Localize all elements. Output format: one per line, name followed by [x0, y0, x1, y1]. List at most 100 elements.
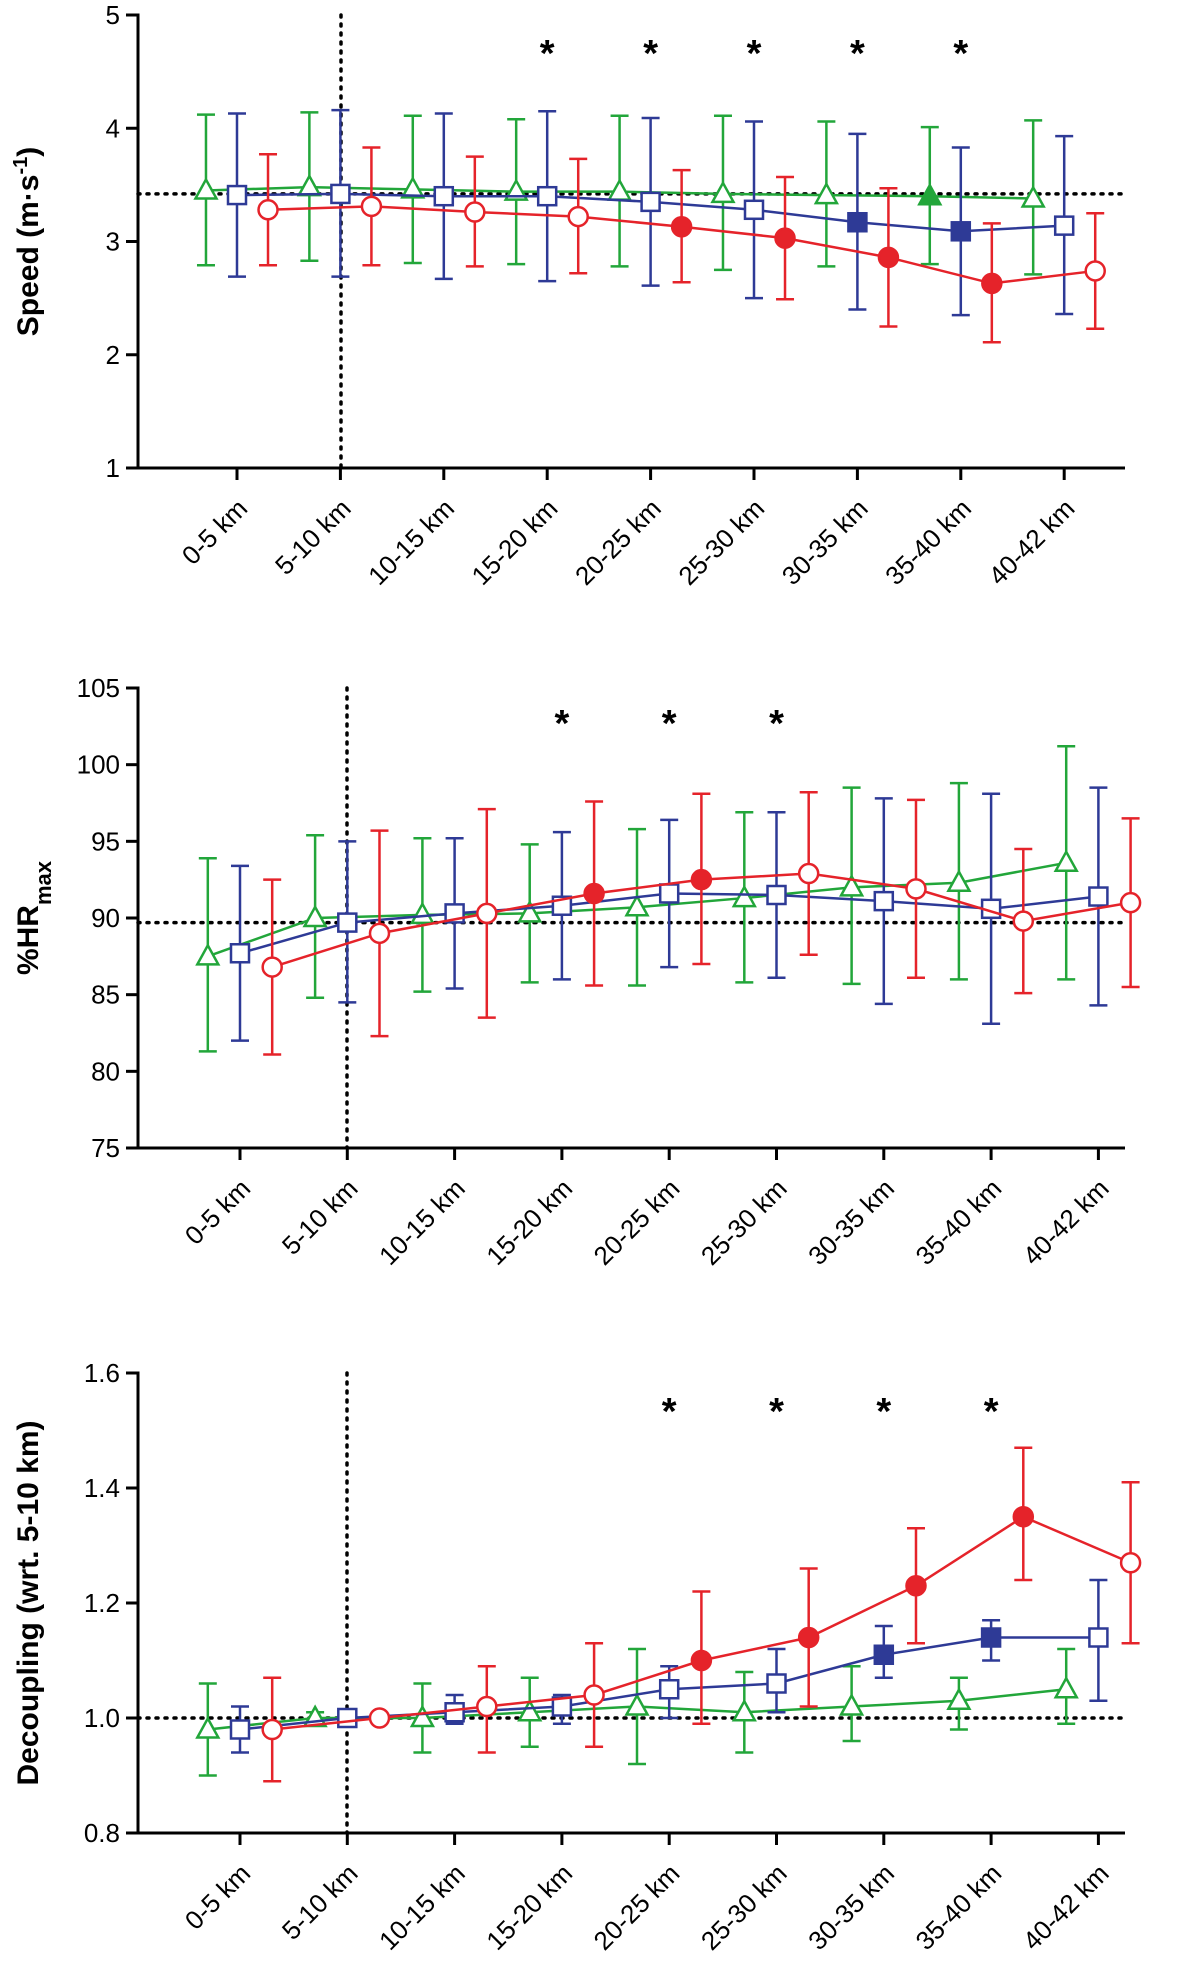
- data-point-circle: [690, 1649, 713, 1672]
- data-point-circle: [368, 922, 391, 945]
- data-point-circle: [1012, 910, 1035, 932]
- data-point-square: [337, 912, 358, 933]
- data-point-circle: [877, 246, 900, 269]
- speed-panel: 1 2 3 4 5 0-5 km 5-10 km 10-15 km 15-20 km 20-25 …: [10, 0, 1127, 591]
- y-tick-label: 1.4: [84, 1473, 120, 1503]
- y-axis-label: Decoupling (wrt. 5-10 km): [12, 1420, 45, 1785]
- x-tick-label: 30-35 km: [802, 1173, 900, 1271]
- data-point-circle: [464, 201, 486, 223]
- data-point-triangle: [838, 1692, 865, 1716]
- x-tick-label: 10-15 km: [373, 1173, 471, 1271]
- y-axis-label-sup: -1: [10, 157, 32, 175]
- data-point-circle: [476, 1695, 498, 1718]
- data-point-circle: [583, 882, 605, 905]
- data-point-circle: [1119, 1552, 1142, 1574]
- x-tick-label: 25-30 km: [695, 1173, 793, 1271]
- x-tick-label: 20-25 km: [588, 1858, 686, 1956]
- data-point-circle: [1012, 1506, 1035, 1528]
- data-point-square: [873, 890, 895, 912]
- series-square: [229, 786, 1109, 1042]
- x-tick-label: 30-35 km: [776, 493, 874, 591]
- data-point-triangle: [400, 175, 426, 199]
- x-tick-label: 40-42 km: [1017, 1173, 1115, 1271]
- x-tick-label: 35-40 km: [909, 1858, 1007, 1956]
- data-point-triangle: [1020, 184, 1046, 208]
- x-tick-label: 0-5 km: [176, 493, 253, 570]
- data-point-triangle: [946, 869, 972, 892]
- data-point-square: [444, 1702, 465, 1723]
- data-point-triangle: [731, 884, 757, 908]
- heart-rate-panel: 75 80 85 90 95 100 105 0-5 km 5-10 km 10-15 km 15-…: [12, 673, 1142, 1271]
- significance-marker: *: [540, 33, 555, 75]
- data-point-circle: [774, 227, 796, 249]
- x-tick-label: 35-40 km: [909, 1173, 1007, 1271]
- data-point-circle: [1084, 260, 1106, 282]
- y-tick-label: 3: [106, 227, 120, 257]
- data-point-circle: [257, 199, 279, 221]
- data-point-triangle: [409, 901, 436, 925]
- y-tick-label: 5: [106, 0, 120, 30]
- series-triangle: [195, 745, 1079, 1053]
- data-point-square: [640, 191, 661, 213]
- y-tick-label: 85: [91, 980, 120, 1010]
- x-tick-label: 25-30 km: [672, 493, 770, 591]
- decoupling-panel: 0.8 1.0 1.2 1.4 1.6 0-5 km 5-10 km 10-15 km 15-2…: [12, 1358, 1142, 1956]
- y-axis-label: Speed (m·s-1): [10, 147, 45, 337]
- data-point-triangle: [195, 942, 221, 966]
- data-point-circle: [905, 1575, 927, 1597]
- y-axis-label-main: %HR: [12, 905, 45, 975]
- y-axis-label-sub: max: [31, 860, 56, 905]
- y-axis-label-tail: ): [12, 147, 45, 157]
- data-point-circle: [261, 956, 283, 978]
- significance-marker: *: [643, 33, 658, 75]
- x-tick-label: 40-42 km: [1017, 1858, 1115, 1956]
- significance-marker: *: [555, 703, 570, 745]
- data-point-square: [658, 1679, 680, 1700]
- series-square: [229, 1578, 1109, 1754]
- y-tick-label: 2: [106, 340, 120, 370]
- x-tick-label: 30-35 km: [802, 1858, 900, 1956]
- y-axis-label: %HRmax: [12, 860, 56, 975]
- data-point-triangle: [1053, 849, 1079, 873]
- significance-marker: *: [662, 703, 677, 745]
- x-tick-label: 20-25 km: [569, 493, 667, 591]
- data-point-circle: [476, 902, 498, 925]
- data-point-square: [1053, 215, 1075, 236]
- y-tick-label: 1: [106, 453, 120, 483]
- x-tick-label: 5-10 km: [276, 1858, 364, 1946]
- data-point-triangle: [296, 173, 322, 197]
- data-point-square: [658, 883, 680, 904]
- data-point-triangle: [517, 1698, 543, 1722]
- data-point-triangle: [517, 899, 543, 923]
- y-tick-label: 0.8: [84, 1818, 120, 1848]
- y-tick-label: 1.0: [84, 1703, 120, 1733]
- data-point-circle: [690, 868, 713, 891]
- data-point-triangle: [946, 1687, 972, 1710]
- significance-marker: *: [747, 33, 762, 75]
- significance-marker: *: [769, 1391, 784, 1433]
- data-point-square: [1088, 1627, 1109, 1648]
- y-tick-label: 90: [91, 903, 120, 933]
- data-point-square: [950, 221, 972, 242]
- data-point-circle: [981, 272, 1003, 295]
- data-point-square: [980, 1627, 1002, 1648]
- x-tick-label: 40-42 km: [983, 493, 1081, 591]
- y-tick-label: 95: [91, 826, 120, 856]
- data-point-circle: [261, 1718, 283, 1741]
- data-point-triangle: [302, 904, 328, 928]
- data-point-circle: [360, 195, 383, 218]
- y-tick-label: 75: [91, 1133, 120, 1163]
- data-point-triangle: [1053, 1675, 1079, 1699]
- data-point-square: [536, 185, 558, 207]
- y-tick-label: 80: [91, 1056, 120, 1086]
- x-tick-label: 0-5 km: [179, 1858, 256, 1935]
- y-tick-label: 4: [106, 113, 120, 143]
- data-point-triangle: [731, 1698, 757, 1722]
- y-tick-label: 105: [77, 673, 120, 703]
- data-point-triangle: [624, 1692, 650, 1716]
- x-tick-label: 25-30 km: [695, 1858, 793, 1956]
- data-point-square: [330, 183, 351, 205]
- significance-marker: *: [876, 1391, 891, 1433]
- data-point-circle: [670, 216, 693, 238]
